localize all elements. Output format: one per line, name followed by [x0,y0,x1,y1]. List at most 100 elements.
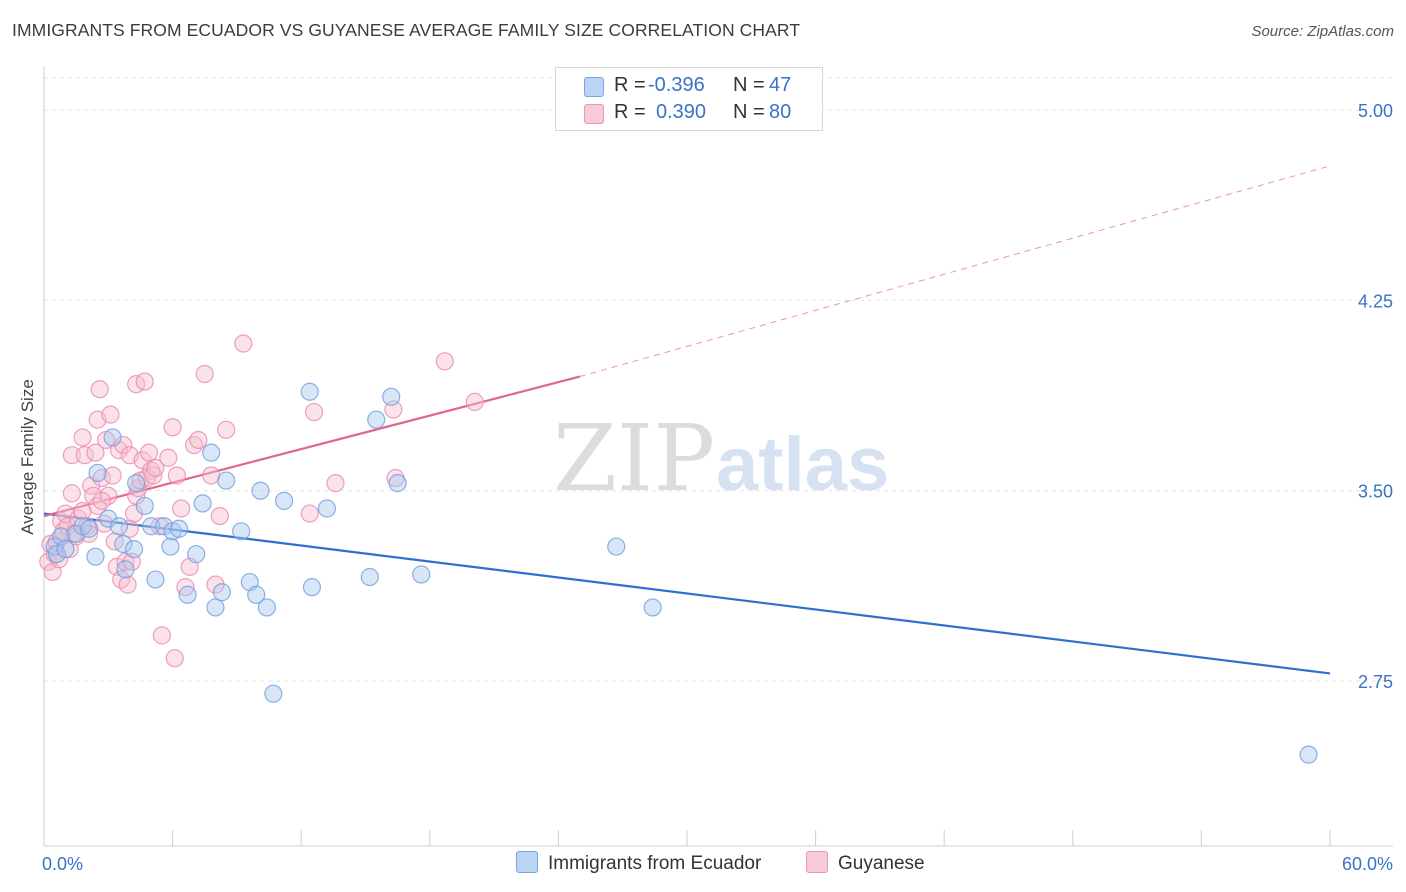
guyanese-point [159,448,178,467]
ecuador-point [124,539,144,559]
bottom-legend-swatch-guyanese [806,851,828,873]
bottom-legend-guyanese: Guyanese [806,851,925,875]
ecuador-point [257,598,277,617]
guyanese-point [176,578,195,597]
legend-n-value: 47 [769,74,792,96]
guyanese-point [75,446,94,465]
guyanese-point [139,443,159,462]
ecuador-point [382,387,401,406]
ecuador-point [88,463,107,483]
gridlines [44,77,1392,682]
guyanese-point [195,364,214,384]
ecuador-point [193,494,212,513]
guyanese-point [92,491,111,510]
ecuador-point [114,534,133,554]
guyanese-point [206,575,225,594]
ecuador-point [47,545,66,564]
guyanese-point [86,443,105,462]
ecuador-point [302,578,322,597]
legend-r-label: R = [614,74,646,96]
legend-n-label: N = [733,74,765,96]
watermark-atlas: atlas [716,422,889,507]
legend: R = -0.396 N = 47 R = 0.390 N = 80 [555,67,823,131]
ecuador-point [367,410,386,429]
bottom-legend-label-ecuador: Immigrants from Ecuador [548,853,762,874]
ecuador-point [274,491,294,510]
guyanese-point [135,372,154,391]
ecuador-point [247,585,266,604]
ecuador-point [300,382,319,401]
guyanese-point [101,405,120,424]
guyanese-point [217,420,236,439]
ecuador-point [45,537,64,556]
ecuador-point [161,537,180,556]
legend-r-value: -0.396 [648,74,705,96]
guyanese-point [326,474,345,493]
guyanese-point [435,352,454,371]
guyanese-point [234,334,253,353]
bottom-legend-ecuador: Immigrants from Ecuador [516,851,761,875]
ecuador-point [1299,745,1318,764]
guyanese-trend-line [43,375,581,518]
guyanese-point [79,524,99,543]
guyanese-point [144,466,163,485]
ecuador-point [56,539,75,559]
guyanese-point [103,466,122,485]
chart-source: Source: ZipAtlas.com [1251,23,1394,40]
legend-n-label: N = [733,101,765,123]
watermark: ZIP atlas [553,405,889,512]
bottom-legend-label-guyanese: Guyanese [838,853,925,874]
ecuador-point [86,547,105,566]
ecuador-point [154,517,174,536]
ecuador-point [79,519,99,538]
ecuador-trend-line [43,512,1331,675]
guyanese-point [146,458,165,477]
legend-n-value: 80 [769,101,792,123]
ecuador-point [103,428,122,447]
legend-swatch-guyanese [584,104,604,124]
chart-title: IMMIGRANTS FROM ECUADOR VS GUYANESE AVER… [12,20,801,40]
y-tick-label: 2.75 [1358,672,1393,692]
axes [43,66,1393,847]
ecuador-point [317,499,337,518]
guyanese-point [465,392,484,412]
bottom-legend-swatch-ecuador [516,851,538,873]
watermark-zip: ZIP [553,405,715,512]
ecuador-point [264,684,283,703]
ecuador-point [388,474,407,493]
ecuador-point [212,583,231,602]
ecuador-point [169,519,189,538]
guyanese-point [118,575,137,594]
y-axis-label: Average Family Size [18,379,37,535]
ecuador-point [202,443,221,462]
guyanese-point [116,552,135,571]
ecuador-point [135,496,154,516]
ecuador-point [643,598,662,617]
ecuador-point [607,537,626,556]
ecuador-point [206,598,225,617]
ecuador-point [251,481,270,500]
guyanese-point [300,504,319,523]
y-tick-labels: 2.75 3.50 4.25 5.00 [1358,101,1393,692]
guyanese-point [90,380,109,399]
ecuador-point [142,517,161,536]
guyanese-point [152,626,171,645]
legend-swatch-ecuador [584,77,604,97]
ecuador-point [360,567,379,587]
ecuador-point [412,565,431,584]
guyanese-point [304,402,324,422]
guyanese-trend-extension [579,165,1331,378]
ecuador-point [217,471,236,490]
guyanese-point [62,484,81,503]
legend-r-value: 0.390 [656,101,707,123]
trend-lines [43,165,1331,675]
guyanese-point [210,506,229,526]
ecuador-point [109,517,129,536]
guyanese-point [163,418,182,437]
guyanese-point [62,446,81,465]
guyanese-point [73,428,92,447]
ecuador-point [178,585,197,604]
guyanese-point [167,466,186,485]
y-tick-label: 5.00 [1358,101,1393,121]
